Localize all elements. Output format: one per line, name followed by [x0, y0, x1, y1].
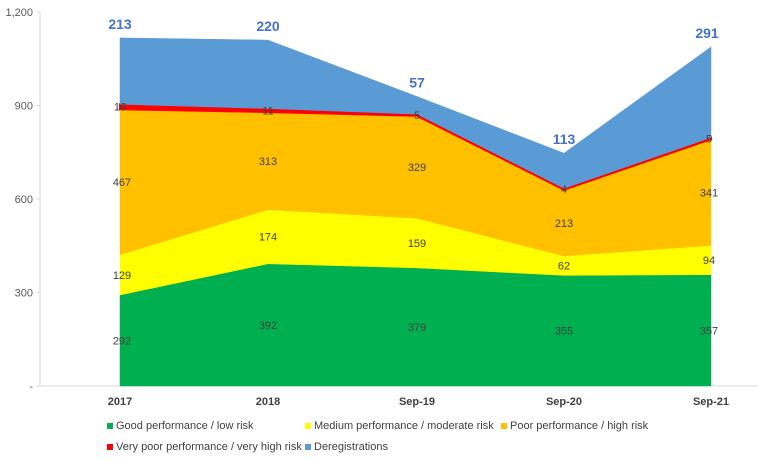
y-tick-label: 900 — [15, 101, 33, 113]
data-label: 11 — [262, 105, 273, 117]
data-label: 291 — [695, 25, 719, 41]
y-tick-label: 600 — [15, 194, 33, 206]
data-label: 467 — [113, 177, 131, 189]
data-label: 5 — [706, 133, 712, 145]
data-label: 5 — [414, 110, 420, 122]
data-label: 113 — [553, 131, 576, 147]
data-label: 62 — [558, 261, 570, 273]
legend-swatch — [501, 423, 507, 429]
area-deregistrations — [119, 37, 712, 189]
y-tick-label: 1,200 — [5, 7, 33, 19]
legend-swatch — [107, 423, 113, 429]
x-tick-label: Sep-19 — [399, 396, 435, 408]
data-label: 94 — [703, 255, 715, 267]
data-label: 213 — [555, 218, 573, 230]
data-label: 313 — [259, 156, 277, 168]
y-tick-label: 300 — [15, 288, 33, 300]
legend-label: Deregistrations — [314, 441, 388, 453]
legend-label: Medium performance / moderate risk — [314, 420, 494, 432]
legend-swatch — [305, 444, 311, 450]
legend-label: Good performance / low risk — [116, 420, 254, 432]
legend-swatch — [305, 423, 311, 429]
data-label: 355 — [555, 326, 573, 338]
data-label: 174 — [259, 232, 277, 244]
x-tick-label: 2018 — [256, 396, 280, 408]
data-label: 57 — [409, 74, 425, 90]
data-label: 4 — [561, 184, 567, 196]
data-label: 159 — [408, 238, 426, 250]
y-tick-label: - — [29, 381, 33, 393]
data-label: 292 — [113, 335, 131, 347]
data-label: 329 — [408, 162, 426, 174]
x-tick-label: Sep-20 — [546, 396, 582, 408]
data-label: 341 — [700, 187, 718, 199]
legend-swatch — [107, 444, 113, 450]
data-label: 16 — [114, 102, 126, 114]
legend-label: Very poor performance / very high risk — [116, 441, 302, 453]
legend-label: Poor performance / high risk — [510, 420, 649, 432]
data-label: 213 — [108, 16, 132, 32]
x-tick-label: 2017 — [108, 396, 132, 408]
data-label: 379 — [408, 322, 426, 334]
data-label: 357 — [700, 325, 718, 337]
data-label: 129 — [113, 270, 131, 282]
x-tick-label: Sep-21 — [693, 396, 729, 408]
data-label: 392 — [259, 320, 277, 332]
data-label: 220 — [256, 18, 280, 34]
